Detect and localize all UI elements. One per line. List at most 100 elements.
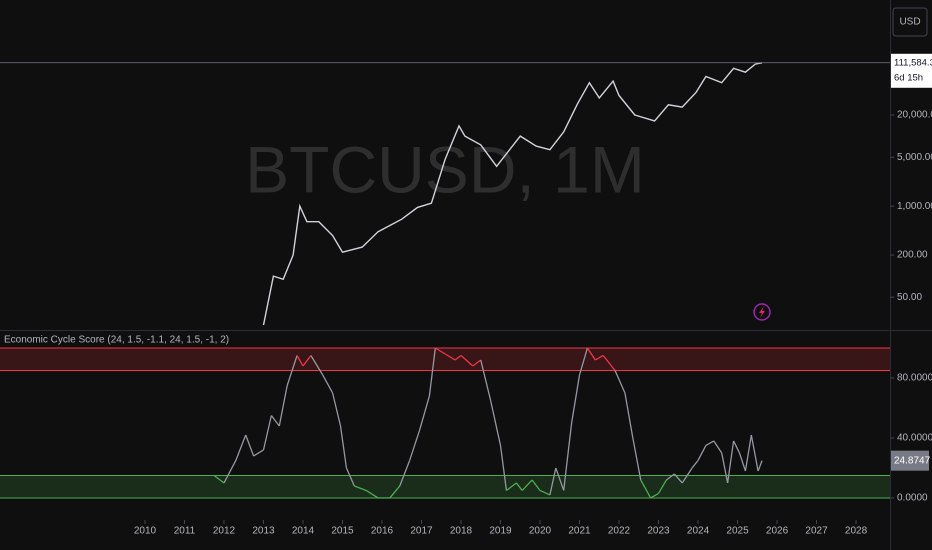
indicator-segment <box>657 479 667 494</box>
indicator-segment <box>489 400 502 446</box>
indicator-segment <box>296 355 304 367</box>
indicator-segment <box>434 347 446 355</box>
indicator-segment <box>460 355 474 367</box>
y-tick-label: 50.00 <box>897 292 922 303</box>
indicator-segment <box>531 479 541 491</box>
indicator-title: Economic Cycle Score (24, 1.5, -1.1, 24,… <box>4 335 229 346</box>
last-value-box <box>891 450 929 471</box>
indicator-segment <box>399 460 411 487</box>
indicator-segment <box>726 440 735 484</box>
indicator-segment <box>632 437 642 481</box>
indicator-segment <box>418 395 431 431</box>
x-tick-label: 2010 <box>134 526 157 537</box>
y-tick-label: 200.00 <box>897 250 928 261</box>
indicator-segment <box>666 473 675 481</box>
indicator-segment <box>262 415 273 451</box>
x-tick-label: 2019 <box>489 526 512 537</box>
indicator-segment <box>614 370 626 394</box>
currency-button[interactable] <box>892 7 928 37</box>
x-tick-label: 2011 <box>174 526 196 537</box>
countdown-label: 6d 15h <box>894 72 923 83</box>
indicator-segment <box>549 467 557 496</box>
last-value-label: 24.8747 <box>894 455 931 466</box>
x-tick-label: 2025 <box>726 526 749 537</box>
x-tick-label: 2026 <box>766 526 789 537</box>
indicator-segment <box>365 489 379 499</box>
y-tick-label: 20,000.00 <box>897 110 932 121</box>
indicator-segment <box>732 440 741 454</box>
indicator-segment <box>322 374 334 394</box>
indicator-segment <box>331 392 342 427</box>
indicator-segment <box>278 385 288 427</box>
indicator-segment <box>515 482 523 491</box>
indicator-segment <box>650 492 659 499</box>
band <box>0 347 890 371</box>
indicator-segment <box>480 359 492 401</box>
indicator-segment <box>624 392 634 439</box>
indicator-segment <box>578 347 589 376</box>
x-tick-label: 2028 <box>845 526 868 537</box>
indicator-segment <box>586 347 596 361</box>
indicator-segment <box>286 355 298 386</box>
x-tick-label: 2023 <box>647 526 670 537</box>
indicator-segment <box>472 359 482 367</box>
indicator-segment <box>681 467 693 484</box>
band <box>0 475 890 498</box>
indicator-segment <box>555 467 565 491</box>
currency-label: USD <box>899 17 920 28</box>
indicator-segment <box>757 464 762 472</box>
indicator-segment <box>270 415 280 427</box>
price-line <box>262 62 763 326</box>
x-tick-label: 2014 <box>292 526 315 537</box>
x-tick-label: 2016 <box>371 526 394 537</box>
x-tick-label: 2017 <box>410 526 433 537</box>
x-tick-label: 2024 <box>687 526 710 537</box>
indicator-segment <box>705 440 715 447</box>
indicator-segment <box>389 485 401 499</box>
indicator-segment <box>697 445 707 461</box>
indicator-segment <box>640 479 652 499</box>
indicator-segment <box>691 460 699 469</box>
watermark: BTCUSD, 1M <box>245 132 645 206</box>
y-tick-label: 40.0000 <box>897 433 932 444</box>
x-tick-label: 2012 <box>213 526 236 537</box>
last-price-box <box>891 53 932 88</box>
indicator-segment <box>409 430 421 461</box>
x-tick-label: 2020 <box>529 526 552 537</box>
indicator-segment <box>253 449 264 457</box>
indicator-segment <box>339 425 348 469</box>
x-tick-label: 2027 <box>805 526 828 537</box>
indicator-segment <box>428 347 436 397</box>
indicator-segment <box>563 422 573 491</box>
indicator-segment <box>223 460 237 484</box>
y-tick-label: 5,000.00 <box>897 152 932 163</box>
indicator-segment <box>673 473 683 484</box>
indicator-segment <box>713 440 723 454</box>
indicator-segment <box>539 489 551 496</box>
indicator-segment <box>302 355 312 367</box>
indicator-segment <box>738 452 747 472</box>
x-tick-label: 2015 <box>331 526 354 537</box>
indicator-segment <box>602 355 616 371</box>
y-tick-label: 0.0000 <box>897 493 928 504</box>
lightning-bolt <box>759 306 765 318</box>
indicator-segment <box>594 354 604 361</box>
indicator-segment <box>570 374 581 424</box>
indicator-segment <box>499 445 508 491</box>
indicator-segment <box>345 467 355 487</box>
indicator-segment <box>310 355 324 376</box>
indicator-segment <box>759 460 763 466</box>
indicator-segment <box>721 452 729 484</box>
last-price-label: 111,584.30 <box>894 57 932 68</box>
indicator-segment <box>354 485 367 492</box>
y-tick-label: 1,000.00 <box>897 201 932 212</box>
lightning-icon[interactable] <box>753 303 771 321</box>
indicator-segment <box>754 455 759 472</box>
x-tick-label: 2022 <box>608 526 631 537</box>
indicator-segment <box>454 354 462 361</box>
y-tick-label: 80.0000 <box>897 373 932 384</box>
indicator-segment <box>750 434 756 457</box>
indicator-segment <box>744 434 752 472</box>
